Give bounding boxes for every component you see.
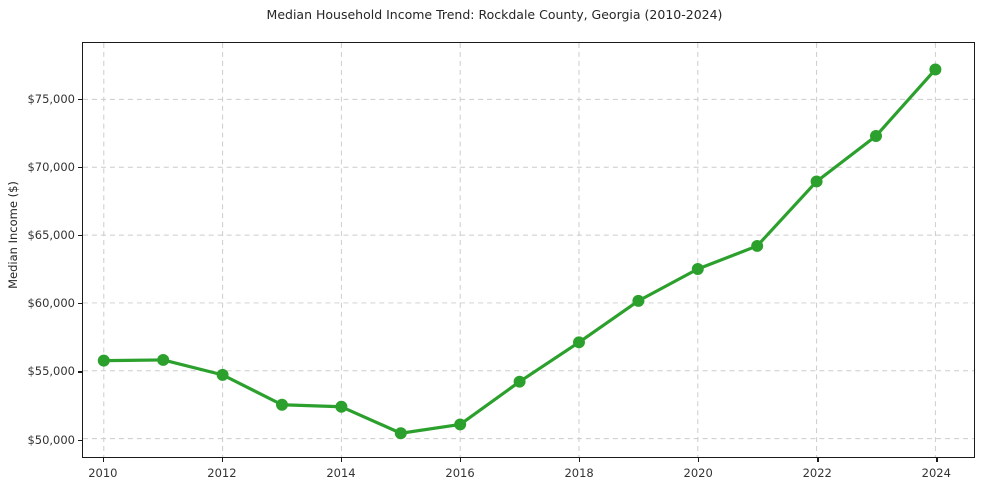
x-tick-mark [340, 458, 343, 462]
x-tick-mark [817, 458, 819, 462]
x-tick-label: 2022 [802, 466, 832, 480]
data-point-marker: 2013: $52,500 [276, 398, 288, 411]
x-tick-label: 2010 [88, 466, 118, 480]
x-tick-mark [102, 458, 105, 462]
data-point-marker: 2021: $64,200 [751, 239, 764, 252]
x-tick-mark [936, 458, 938, 462]
y-tick-mark [78, 303, 82, 305]
y-tick-label: $60,000 [27, 296, 75, 311]
chart-title: Median Household Income Trend: Rockdale … [266, 7, 723, 22]
x-tick-label: 2018 [564, 466, 594, 480]
x-tick-mark [221, 458, 224, 462]
x-tick-label: 2014 [326, 466, 356, 480]
x-tick-mark [460, 458, 462, 462]
x-tick-label: 2012 [207, 466, 237, 480]
grid-lines [83, 43, 974, 457]
data-point-marker: 2011: $55,800 [157, 353, 170, 366]
data-point-marker: 2010: $55,750 [97, 354, 110, 367]
data-point-marker: 2018: $57,100 [573, 336, 585, 349]
data-point-marker: 2023: $72,300 [870, 130, 882, 142]
data-point-marker: 2024: $77,200 [929, 63, 942, 76]
data-point-marker: 2014: $52,350 [335, 400, 348, 413]
x-tick-label: 2024 [921, 466, 951, 480]
y-tick-mark [78, 439, 82, 441]
x-tick-label: 2020 [683, 466, 713, 480]
data-point-marker: 2017: $54,200 [513, 375, 526, 388]
data-point-marker: 2015: $50,400 [394, 427, 407, 440]
y-tick-label: $50,000 [27, 432, 75, 447]
y-axis-label: Median Income ($) [6, 181, 20, 289]
plot-area: 2010: $55,750 2011: $55,800 2012: $54,700 2… [82, 42, 975, 458]
y-tick-label: $70,000 [27, 159, 75, 174]
data-point-marker: 2019: $60,150 [632, 294, 645, 307]
y-tick-mark [78, 234, 82, 237]
y-tick-mark [78, 371, 82, 373]
data-point-marker: 2016: $51,050 [454, 418, 467, 431]
y-tick-mark [78, 98, 82, 100]
data-point-marker: 2022: $68,950 [810, 175, 823, 188]
data-point-marker: 2020: $62,500 [691, 263, 704, 275]
data-point-marker: 2012: $54,700 [216, 368, 229, 381]
x-tick-label: 2016 [445, 466, 475, 480]
x-tick-mark [579, 458, 581, 462]
y-tick-label: $65,000 [27, 227, 75, 242]
y-tick-label: $55,000 [27, 364, 75, 379]
y-tick-mark [78, 166, 82, 169]
line-series: 2010: $55,750 2011: $55,800 2012: $54,700 2… [97, 63, 942, 440]
y-tick-label: $75,000 [27, 91, 75, 106]
x-tick-mark [698, 458, 700, 462]
